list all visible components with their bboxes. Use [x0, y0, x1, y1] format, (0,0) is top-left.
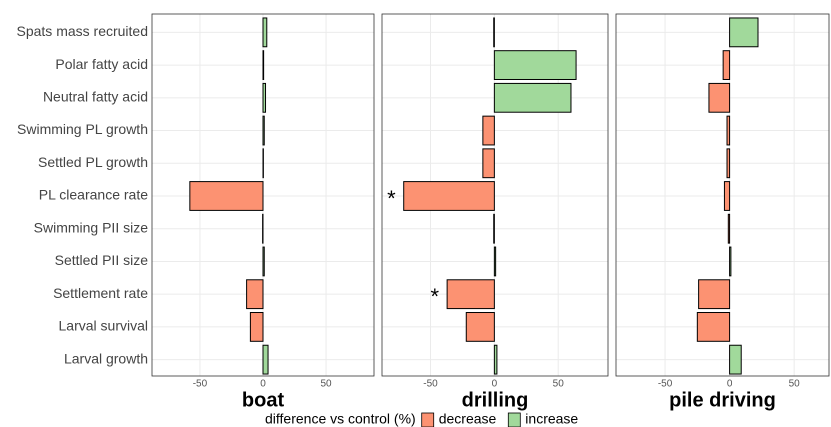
x-tick-label: 0 [492, 379, 498, 390]
bar [262, 246, 265, 277]
bar [708, 82, 731, 113]
category-label: Spats mass recruited [17, 23, 149, 39]
bar [723, 181, 731, 211]
bar [726, 115, 731, 146]
bar [262, 344, 269, 375]
category-label: Neutral fatty acid [43, 89, 148, 105]
category-label: Polar fatty acid [55, 56, 148, 72]
bar [482, 115, 495, 146]
panel-border [381, 13, 609, 377]
bar [262, 17, 268, 48]
category-label: Larval growth [64, 350, 148, 366]
panel-border [151, 13, 375, 377]
legend-label: increase [525, 411, 578, 427]
bar [493, 213, 495, 244]
x-tick-label: 50 [553, 379, 565, 390]
legend-title: difference vs control (%) [265, 411, 416, 427]
panel-title: boat [242, 389, 285, 411]
panel-title: drilling [462, 389, 529, 411]
x-tick-label: 50 [789, 379, 801, 390]
x-tick-label: -50 [193, 379, 208, 390]
annotation: * [387, 186, 396, 211]
bar [493, 246, 497, 277]
x-tick-label: -50 [423, 379, 438, 390]
bar [246, 279, 264, 310]
bar [446, 279, 495, 310]
bar [249, 312, 264, 342]
bar [493, 17, 495, 48]
bar [696, 312, 731, 342]
panel-title: pile driving [669, 389, 776, 411]
x-tick-label: 50 [321, 379, 333, 390]
bar [729, 246, 732, 277]
bar [698, 279, 731, 310]
bar [262, 115, 265, 146]
x-tick-label: -50 [658, 379, 673, 390]
category-label: Settled PII size [55, 252, 149, 268]
category-label: PL clearance rate [39, 187, 148, 203]
bar [726, 148, 731, 179]
legend-swatch [507, 412, 521, 427]
legend-label: decrease [439, 411, 497, 427]
bar [493, 82, 572, 113]
bar [189, 181, 264, 211]
bar [482, 148, 495, 179]
category-label: Settled PL growth [38, 154, 148, 170]
bar [465, 312, 495, 342]
bar [729, 17, 759, 48]
annotation: * [431, 284, 440, 309]
bar [403, 181, 495, 211]
bar [262, 50, 265, 80]
bar [729, 344, 742, 375]
legend-swatch [421, 412, 435, 427]
category-label: Swimming PL growth [17, 121, 148, 137]
category-label: Settlement rate [53, 285, 148, 301]
category-label: Swimming PII size [34, 219, 149, 235]
bar [493, 344, 498, 375]
x-tick-label: 0 [727, 379, 733, 390]
panel-border [615, 13, 830, 377]
category-label: Larval survival [59, 318, 148, 334]
bar [493, 50, 577, 80]
bar [262, 82, 267, 113]
bar [722, 50, 731, 80]
bar [727, 213, 731, 244]
x-tick-label: 0 [260, 379, 266, 390]
